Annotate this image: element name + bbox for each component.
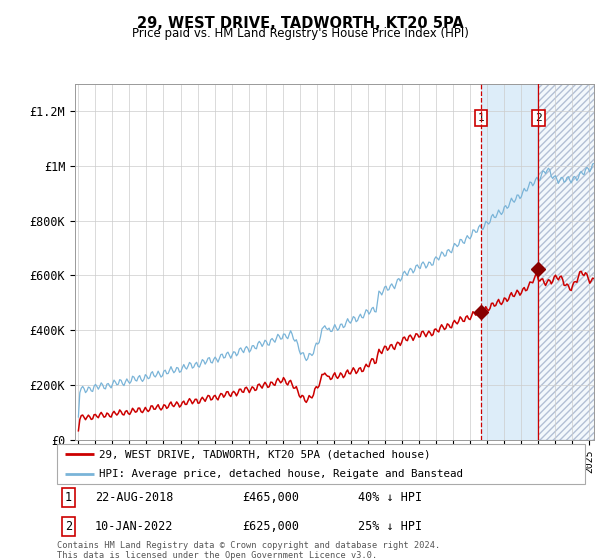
Text: 2: 2 — [535, 113, 542, 123]
Text: £625,000: £625,000 — [242, 520, 299, 533]
Text: Contains HM Land Registry data © Crown copyright and database right 2024.
This d: Contains HM Land Registry data © Crown c… — [57, 541, 440, 560]
Text: 40% ↓ HPI: 40% ↓ HPI — [358, 491, 422, 504]
Bar — [538, 84, 600, 440]
Text: 29, WEST DRIVE, TADWORTH, KT20 5PA: 29, WEST DRIVE, TADWORTH, KT20 5PA — [137, 16, 463, 31]
Text: 22-AUG-2018: 22-AUG-2018 — [95, 491, 173, 504]
Bar — [538, 84, 600, 440]
Text: HPI: Average price, detached house, Reigate and Banstead: HPI: Average price, detached house, Reig… — [99, 469, 463, 479]
Text: 25% ↓ HPI: 25% ↓ HPI — [358, 520, 422, 533]
Text: Price paid vs. HM Land Registry's House Price Index (HPI): Price paid vs. HM Land Registry's House … — [131, 27, 469, 40]
Bar — [481, 84, 538, 440]
Text: 29, WEST DRIVE, TADWORTH, KT20 5PA (detached house): 29, WEST DRIVE, TADWORTH, KT20 5PA (deta… — [99, 449, 431, 459]
Text: 1: 1 — [65, 491, 72, 504]
Text: £465,000: £465,000 — [242, 491, 299, 504]
Text: 1: 1 — [477, 113, 484, 123]
Text: 10-JAN-2022: 10-JAN-2022 — [95, 520, 173, 533]
Text: 2: 2 — [65, 520, 72, 533]
